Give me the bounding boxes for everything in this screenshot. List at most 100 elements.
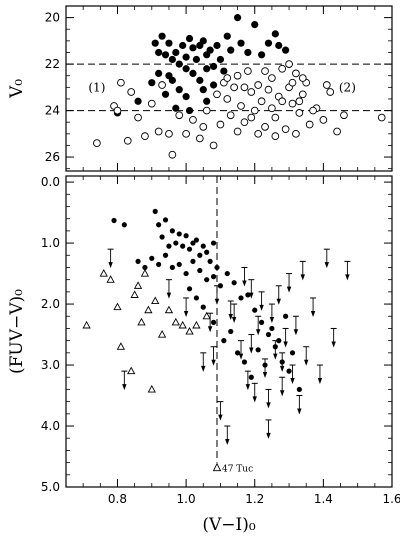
bottom-upper-limit-arrow xyxy=(265,388,272,409)
annotation-region-1: (1) xyxy=(88,80,105,94)
top-open-point xyxy=(158,81,166,89)
bottom-upper-limit-arrow xyxy=(200,352,207,372)
bottom-upper-limit-arrow xyxy=(296,395,303,415)
bottom-filled-point xyxy=(186,246,193,252)
top-open-point xyxy=(309,106,317,115)
bottom-filled-point xyxy=(197,267,203,274)
top-filled-point xyxy=(192,55,200,64)
top-open-point xyxy=(223,95,232,103)
top-filled-point xyxy=(175,86,183,94)
bottom-filled-point xyxy=(169,228,175,234)
top-panel: 20 22 24 26 (1) (2) V₀ xyxy=(7,5,393,172)
bottom-filled-point xyxy=(190,240,196,246)
x-tick-label: 0.8 xyxy=(108,492,127,506)
bottom-triangle-point xyxy=(99,269,108,277)
top-open-point xyxy=(216,120,225,129)
top-open-point xyxy=(213,90,221,99)
top-open-point xyxy=(127,88,136,96)
bottom-upper-limit-arrow xyxy=(289,364,296,385)
top-filled-point xyxy=(172,48,180,57)
bottom-upper-limit-arrow xyxy=(262,358,269,378)
bottom-upper-limit-arrow xyxy=(207,312,214,333)
bottom-upper-limit-arrow xyxy=(282,327,289,348)
bottom-triangle-point xyxy=(147,384,156,393)
bottom-upper-limit-arrow xyxy=(248,279,255,299)
bottom-triangle-point xyxy=(171,317,180,326)
top-open-point xyxy=(288,99,297,108)
bottom-y-tick-label: 0.0 xyxy=(41,175,60,189)
top-open-point xyxy=(278,97,287,106)
top-open-point xyxy=(250,106,259,115)
bottom-triangle-point xyxy=(106,275,115,283)
bottom-upper-limit-arrow xyxy=(310,297,317,317)
bottom-filled-point xyxy=(217,283,224,289)
bottom-upper-limit-arrow xyxy=(299,260,306,281)
bottom-filled-point xyxy=(152,208,158,214)
top-filled-point xyxy=(161,51,170,59)
bottom-triangle-point xyxy=(140,269,150,277)
bottom-filled-point xyxy=(159,234,165,240)
top-filled-point xyxy=(155,48,163,57)
top-y-tick-label: 22 xyxy=(45,57,60,71)
top-filled-point xyxy=(185,106,194,115)
top-filled-point xyxy=(165,72,173,80)
bottom-triangle-point xyxy=(192,320,201,329)
top-open-point xyxy=(240,83,249,92)
top-open-point xyxy=(147,99,156,108)
top-open-point xyxy=(233,71,242,80)
bottom-upper-limit-arrow xyxy=(323,248,330,269)
bottom-filled-point xyxy=(193,237,199,243)
top-filled-point xyxy=(134,97,142,105)
bottom-triangle-point xyxy=(116,342,126,350)
top-filled-point xyxy=(182,65,190,73)
bottom-filled-point xyxy=(166,243,172,249)
top-y-tick-label: 26 xyxy=(45,150,60,164)
bottom-filled-point xyxy=(234,350,241,356)
bottom-upper-limit-arrow xyxy=(265,419,272,439)
bottom-upper-limit-arrow xyxy=(292,315,299,336)
bottom-filled-point xyxy=(176,261,182,268)
top-open-point xyxy=(254,129,263,138)
bottom-triangle-point xyxy=(113,302,122,311)
top-open-point xyxy=(319,116,328,124)
top-panel-frame xyxy=(65,5,393,172)
reference-line-marker xyxy=(212,462,222,472)
top-filled-point xyxy=(196,76,204,84)
bottom-filled-point xyxy=(193,295,199,301)
bottom-triangle-point xyxy=(130,290,139,298)
bottom-filled-point xyxy=(245,292,251,298)
x-axis-label: (V−I)₀ xyxy=(202,515,256,535)
bottom-filled-point xyxy=(162,217,169,223)
bottom-filled-point xyxy=(200,304,206,310)
bottom-filled-point xyxy=(186,286,193,292)
top-open-point xyxy=(113,106,122,115)
bottom-upper-limit-arrow xyxy=(248,334,255,354)
top-filled-point xyxy=(168,55,176,64)
top-open-point xyxy=(271,113,280,122)
bottom-filled-point xyxy=(214,264,220,271)
bottom-triangle-point xyxy=(144,305,153,314)
top-filled-point xyxy=(227,46,235,54)
top-filled-point xyxy=(203,65,211,73)
top-open-point xyxy=(141,132,149,140)
bottom-filled-point xyxy=(162,252,169,258)
top-y-tick-label: 24 xyxy=(45,104,60,118)
top-filled-point xyxy=(182,93,190,101)
top-open-point xyxy=(199,122,208,131)
bottom-triangle-point xyxy=(133,281,143,289)
bottom-filled-point xyxy=(241,359,248,365)
top-open-point xyxy=(257,97,266,106)
x-tick-label: 1.0 xyxy=(177,492,196,506)
bottom-filled-point xyxy=(276,338,282,344)
bottom-filled-point xyxy=(204,277,210,283)
bottom-filled-point xyxy=(283,313,289,319)
top-open-point xyxy=(322,81,331,89)
top-filled-point xyxy=(233,14,242,22)
top-open-point xyxy=(189,116,197,124)
top-open-point xyxy=(123,136,132,145)
top-open-point xyxy=(237,102,245,110)
top-open-point xyxy=(223,74,232,82)
bottom-triangle-point xyxy=(157,330,167,338)
top-filled-point xyxy=(258,51,266,59)
